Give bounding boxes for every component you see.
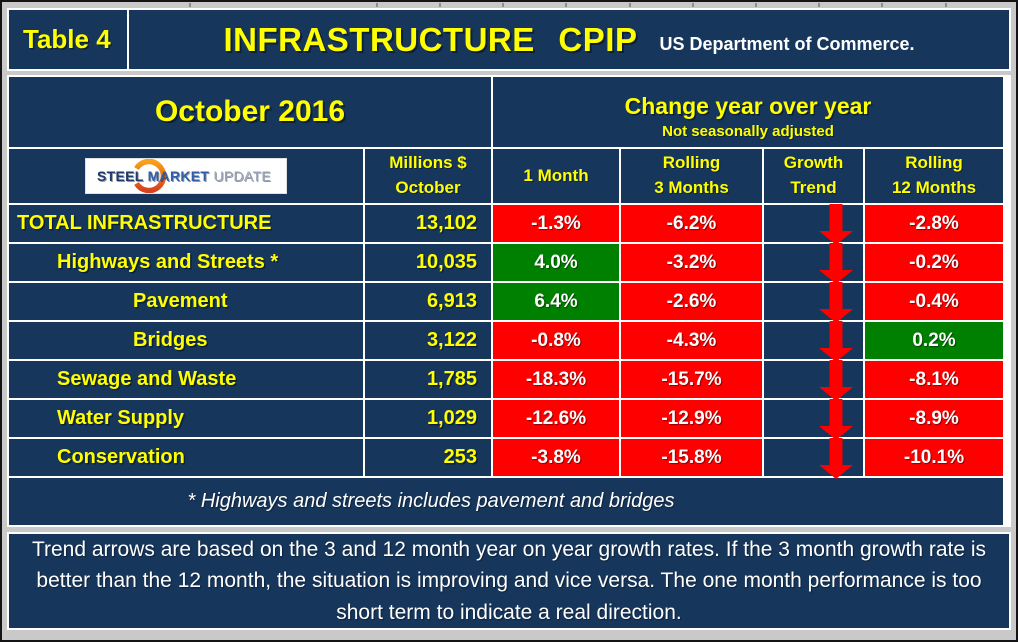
column-header-millions: Millions $ October (365, 149, 491, 203)
pct-1-month: 4.0% (493, 244, 619, 281)
millions-value: 253 (365, 439, 491, 476)
pct-rolling-3-months: -4.3% (621, 322, 762, 359)
column-header-line: October (395, 178, 461, 197)
row-label: Pavement (9, 283, 363, 320)
pct-rolling-3-months: -12.9% (621, 400, 762, 437)
table-number-cell: Table 4 (9, 10, 127, 69)
grid-tick (189, 3, 191, 7)
column-header-1-month: 1 Month (493, 149, 619, 203)
column-header-line: Millions $ (389, 153, 467, 173)
orange-crescent-icon (134, 159, 167, 193)
grid-tick (439, 3, 441, 7)
row-label: Conservation (9, 439, 363, 476)
millions-value: 6,913 (365, 283, 491, 320)
trend-down-arrow (819, 204, 853, 245)
pct-1-month: -12.6% (493, 400, 619, 437)
millions-value: 13,102 (365, 205, 491, 242)
growth-trend-cell (764, 204, 863, 245)
trend-down-arrow (819, 282, 853, 323)
pct-rolling-12-months: -2.8% (865, 205, 1003, 242)
trend-down-arrow (819, 321, 853, 362)
logo-text: STEEL MARKET UPDATE (97, 166, 271, 186)
period-header-cell: October 2016 (9, 77, 491, 147)
column-header-line: Growth (783, 153, 844, 173)
logo-cell: STEEL MARKET UPDATE (9, 149, 363, 203)
trend-down-arrow (819, 243, 853, 284)
row-label: Highways and Streets * (9, 244, 363, 281)
growth-trend-cell (764, 438, 863, 479)
change-header-cell: Change year over year Not seasonally adj… (493, 77, 1003, 147)
pct-rolling-3-months: -15.8% (621, 439, 762, 476)
trend-down-arrow (819, 438, 853, 479)
growth-trend-cell (764, 360, 863, 401)
grid-tick (818, 3, 820, 7)
row-label: TOTAL INFRASTRUCTURE (9, 205, 363, 242)
grid-tick (881, 3, 883, 7)
logo-word-update: UPDATE (213, 167, 272, 184)
steel-market-update-logo: STEEL MARKET UPDATE (85, 158, 287, 194)
growth-trend-cell (764, 282, 863, 323)
table-number: Table 4 (23, 24, 111, 54)
footnote: * Highways and streets includes pavement… (9, 478, 1003, 525)
grid-tick (755, 3, 757, 7)
infrastructure-table: October 2016 Change year over year Not s… (7, 75, 1011, 527)
change-title: Change year over year (624, 92, 872, 119)
pct-rolling-12-months: -8.9% (865, 400, 1003, 437)
trend-down-arrow (819, 399, 853, 440)
column-header-line: 3 Months (654, 178, 729, 197)
millions-value: 1,785 (365, 361, 491, 398)
pct-1-month: -0.8% (493, 322, 619, 359)
report-title: INFRASTRUCTURE CPIP (223, 20, 638, 58)
grid-tick (565, 3, 567, 7)
pct-rolling-3-months: -2.6% (621, 283, 762, 320)
pct-rolling-12-months: -8.1% (865, 361, 1003, 398)
pct-rolling-3-months: -6.2% (621, 205, 762, 242)
millions-value: 1,029 (365, 400, 491, 437)
grid-tick (692, 3, 694, 7)
pct-1-month: -1.3% (493, 205, 619, 242)
trend-down-arrow (819, 360, 853, 401)
seasonal-adjustment-note: Not seasonally adjusted (662, 122, 834, 140)
pct-rolling-12-months: -0.2% (865, 244, 1003, 281)
pct-rolling-12-months: -0.4% (865, 283, 1003, 320)
pct-rolling-12-months: 0.2% (865, 322, 1003, 359)
trend-note-text: Trend arrows are based on the 3 and 12 m… (31, 537, 987, 624)
row-label: Water Supply (9, 400, 363, 437)
column-header-rolling-12-months: Rolling 12 Months (865, 149, 1003, 203)
report-source: US Department of Commerce. (659, 33, 915, 54)
column-header-line: 12 Months (891, 178, 977, 197)
page-title-cell: INFRASTRUCTURE CPIP US Department of Com… (129, 10, 1009, 69)
pct-rolling-12-months: -10.1% (865, 439, 1003, 476)
growth-trend-cell (764, 321, 863, 362)
grid-tick (945, 3, 947, 7)
trend-note-cell: Trend arrows are based on the 3 and 12 m… (9, 534, 1009, 628)
logo-word-market: MARKET (147, 167, 210, 184)
grid-tick (629, 3, 631, 7)
growth-trend-cell (764, 243, 863, 284)
pct-rolling-3-months: -15.7% (621, 361, 762, 398)
grid-tick (502, 3, 504, 7)
trend-note-block: Trend arrows are based on the 3 and 12 m… (7, 532, 1011, 630)
column-header-line: Trend (790, 178, 837, 197)
column-header-rolling-3-months: Rolling 3 Months (621, 149, 762, 203)
millions-value: 10,035 (365, 244, 491, 281)
period-label: October 2016 (154, 95, 346, 128)
millions-value: 3,122 (365, 322, 491, 359)
pct-rolling-3-months: -3.2% (621, 244, 762, 281)
column-header-line: Rolling (905, 153, 963, 173)
pct-1-month: 6.4% (493, 283, 619, 320)
pct-1-month: -3.8% (493, 439, 619, 476)
row-label: Sewage and Waste (9, 361, 363, 398)
title-bar: Table 4 INFRASTRUCTURE CPIP US Departmen… (7, 8, 1011, 71)
column-header-growth-trend: Growth Trend (764, 149, 863, 203)
column-header-line: 1 Month (523, 165, 589, 185)
row-label: Bridges (9, 322, 363, 359)
growth-trend-cell (764, 399, 863, 440)
grid-tick (376, 3, 378, 7)
column-header-line: Rolling (662, 153, 721, 173)
logo-word-steel: STEEL (97, 167, 144, 184)
pct-1-month: -18.3% (493, 361, 619, 398)
